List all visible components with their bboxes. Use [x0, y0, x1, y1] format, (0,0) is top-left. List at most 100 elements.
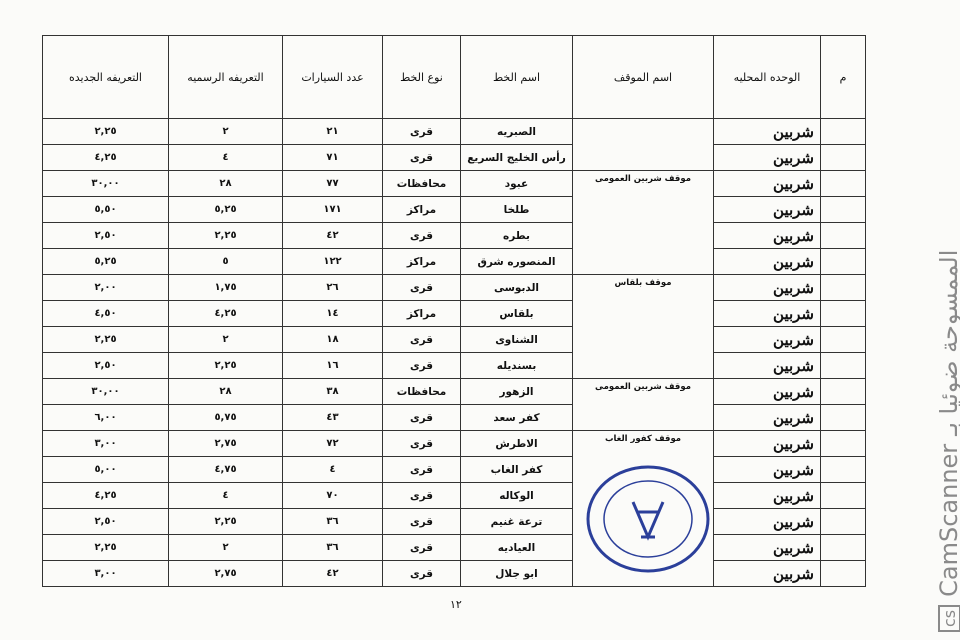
unit-cell: شربين [713, 300, 821, 327]
official-tariff-cell: ٢,٧٥ [168, 430, 283, 457]
new-tariff-cell: ٢,٢٥ [42, 534, 169, 561]
watermark-brand: CamScanner [935, 443, 960, 597]
official-tariff-cell: ٤,٢٥ [168, 300, 283, 327]
table-row: شربين طلخا مراكز ١٧١ ٥,٢٥ ٥,٥٠ [42, 196, 866, 223]
official-tariff-cell: ٢٨ [168, 170, 283, 197]
unit-cell: شربين [713, 118, 821, 145]
official-tariff-cell: ٤ [168, 482, 283, 509]
line-type-cell: قرى [382, 508, 461, 535]
official-tariff-cell: ٥,٢٥ [168, 196, 283, 223]
new-tariff-cell: ٥,٠٠ [42, 456, 169, 483]
column-header: نوع الخط [382, 35, 461, 119]
line-type-cell: قرى [382, 560, 461, 587]
watermark-text: الممسوحة ضوئيا بـ [935, 249, 960, 436]
table-row: شربين كفر الغاب قرى ٤ ٤,٧٥ ٥,٠٠ [42, 456, 866, 483]
line-name-cell: ترعة غنيم [460, 508, 573, 535]
cars-cell: ٤٢ [282, 560, 383, 587]
index-cell [820, 326, 866, 353]
column-header: م [820, 35, 866, 119]
new-tariff-cell: ٥,٢٥ [42, 248, 169, 275]
new-tariff-cell: ٤,٢٥ [42, 144, 169, 171]
new-tariff-cell: ٣,٠٠ [42, 430, 169, 457]
line-type-cell: قرى [382, 274, 461, 301]
line-type-cell: قرى [382, 352, 461, 379]
official-tariff-cell: ٢,٢٥ [168, 352, 283, 379]
table-row: شربين ترعة غنيم قرى ٣٦ ٢,٢٥ ٢,٥٠ [42, 508, 866, 535]
line-name-cell: الوكاله [460, 482, 573, 509]
unit-cell: شربين [713, 170, 821, 197]
official-tariff-cell: ٥,٧٥ [168, 404, 283, 431]
line-type-cell: مراكز [382, 300, 461, 327]
column-header: التعريفه الرسميه [168, 35, 283, 119]
page-number: ١٢ [450, 598, 462, 611]
table-row: شربين بسنديله قرى ١٦ ٢,٢٥ ٢,٥٠ [42, 352, 866, 379]
table-row: شربين الوكاله قرى ٧٠ ٤ ٤,٢٥ [42, 482, 866, 509]
new-tariff-cell: ٢,٥٠ [42, 508, 169, 535]
table-row: شربين الشناوى قرى ١٨ ٢ ٢,٢٥ [42, 326, 866, 353]
line-name-cell: عبود [460, 170, 573, 197]
table-row: شربين موقف شربين العمومى عبود محافظات ٧٧ ٢٨ ٣٠… [42, 170, 866, 275]
header-row: م الوحده المحليه اسم الموقف اسم الخط نوع الخ… [42, 35, 866, 119]
tariff-table: م الوحده المحليه اسم الموقف اسم الخط نوع الخ… [42, 35, 866, 587]
line-name-cell: كفر الغاب [460, 456, 573, 483]
new-tariff-cell: ٢,٥٠ [42, 222, 169, 249]
official-tariff-cell: ٢,٢٥ [168, 222, 283, 249]
unit-cell: شربين [713, 430, 821, 457]
new-tariff-cell: ٣٠,٠٠ [42, 170, 169, 197]
official-tariff-cell: ١,٧٥ [168, 274, 283, 301]
official-tariff-cell: ٢ [168, 326, 283, 353]
line-name-cell: الشناوى [460, 326, 573, 353]
new-tariff-cell: ٤,٥٠ [42, 300, 169, 327]
official-tariff-cell: ٢ [168, 118, 283, 145]
line-name-cell: طلخا [460, 196, 573, 223]
official-tariff-cell: ٢,٢٥ [168, 508, 283, 535]
index-cell [820, 248, 866, 275]
new-tariff-cell: ٢,٢٥ [42, 326, 169, 353]
cars-cell: ١٢٢ [282, 248, 383, 275]
line-name-cell: الاطرش [460, 430, 573, 457]
line-type-cell: مراكز [382, 248, 461, 275]
unit-cell: شربين [713, 144, 821, 171]
line-type-cell: قرى [382, 144, 461, 171]
official-tariff-cell: ٢,٧٥ [168, 560, 283, 587]
cars-cell: ٧٠ [282, 482, 383, 509]
index-cell [820, 456, 866, 483]
index-cell [820, 534, 866, 561]
table-row: شربين موقف بلقاس الدبوسى قرى ٢٦ ١,٧٥ ٢,٠٠ [42, 274, 866, 379]
table-row: شربين ابو جلال قرى ٤٢ ٢,٧٥ ٣,٠٠ [42, 560, 866, 587]
line-name-cell: كفر سعد [460, 404, 573, 431]
table-row: شربين بلقاس مراكز ١٤ ٤,٢٥ ٤,٥٠ [42, 300, 866, 327]
unit-cell: شربين [713, 508, 821, 535]
cars-cell: ٤٣ [282, 404, 383, 431]
official-tariff-cell: ٢ [168, 534, 283, 561]
line-name-cell: ابو جلال [460, 560, 573, 587]
stamp-inner [603, 480, 693, 558]
official-tariff-cell: ٤,٧٥ [168, 456, 283, 483]
watermark: cs CamScanner الممسوحة ضوئيا بـ [935, 250, 960, 632]
official-tariff-cell: ٢٨ [168, 378, 283, 405]
index-cell [820, 352, 866, 379]
column-header: عدد السيارات [282, 35, 383, 119]
cars-cell: ١٦ [282, 352, 383, 379]
index-cell [820, 560, 866, 587]
station-cell [572, 118, 714, 171]
column-header: اسم الموقف [572, 35, 714, 119]
index-cell [820, 274, 866, 301]
new-tariff-cell: ٦,٠٠ [42, 404, 169, 431]
line-name-cell: العياديه [460, 534, 573, 561]
cars-cell: ٣٨ [282, 378, 383, 405]
unit-cell: شربين [713, 196, 821, 223]
new-tariff-cell: ٢,٠٠ [42, 274, 169, 301]
stamp-ring [586, 465, 710, 573]
table-row: شربين المنصوره شرق مراكز ١٢٢ ٥ ٥,٢٥ [42, 248, 866, 275]
line-name-cell: رأس الخليج السريع [460, 144, 573, 171]
table-row: شربين موقف شربين العمومى الزهور محافظات ٣٨ ٢٨… [42, 378, 866, 431]
cars-cell: ٣٦ [282, 508, 383, 535]
line-type-cell: قرى [382, 456, 461, 483]
index-cell [820, 222, 866, 249]
line-type-cell: قرى [382, 430, 461, 457]
index-cell [820, 482, 866, 509]
unit-cell: شربين [713, 534, 821, 561]
line-type-cell: قرى [382, 404, 461, 431]
index-cell [820, 300, 866, 327]
